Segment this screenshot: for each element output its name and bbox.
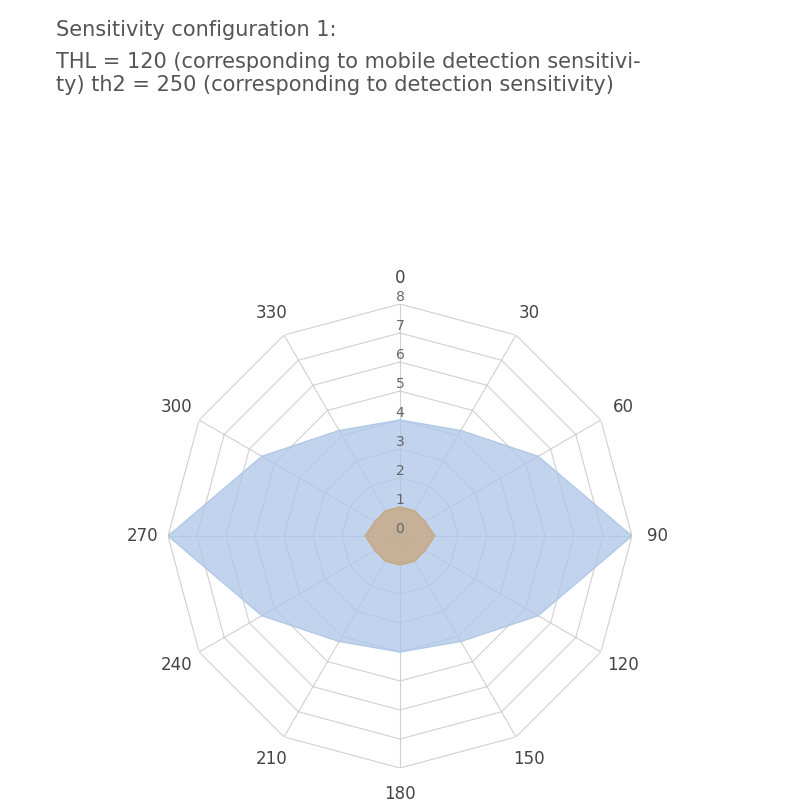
Text: 2: 2 bbox=[396, 464, 404, 478]
Text: 4: 4 bbox=[396, 406, 404, 420]
Text: 6: 6 bbox=[395, 348, 405, 362]
Text: 0: 0 bbox=[396, 522, 404, 536]
Text: 7: 7 bbox=[396, 319, 404, 333]
Text: Sensitivity configuration 1:: Sensitivity configuration 1: bbox=[56, 20, 337, 40]
Text: 5: 5 bbox=[396, 377, 404, 391]
Text: 8: 8 bbox=[395, 290, 405, 304]
Text: 3: 3 bbox=[396, 435, 404, 449]
Text: THL = 120 (corresponding to mobile detection sensitivi-
ty) th2 = 250 (correspon: THL = 120 (corresponding to mobile detec… bbox=[56, 52, 641, 95]
Polygon shape bbox=[365, 507, 435, 565]
Text: 1: 1 bbox=[395, 493, 405, 507]
Polygon shape bbox=[168, 420, 632, 652]
